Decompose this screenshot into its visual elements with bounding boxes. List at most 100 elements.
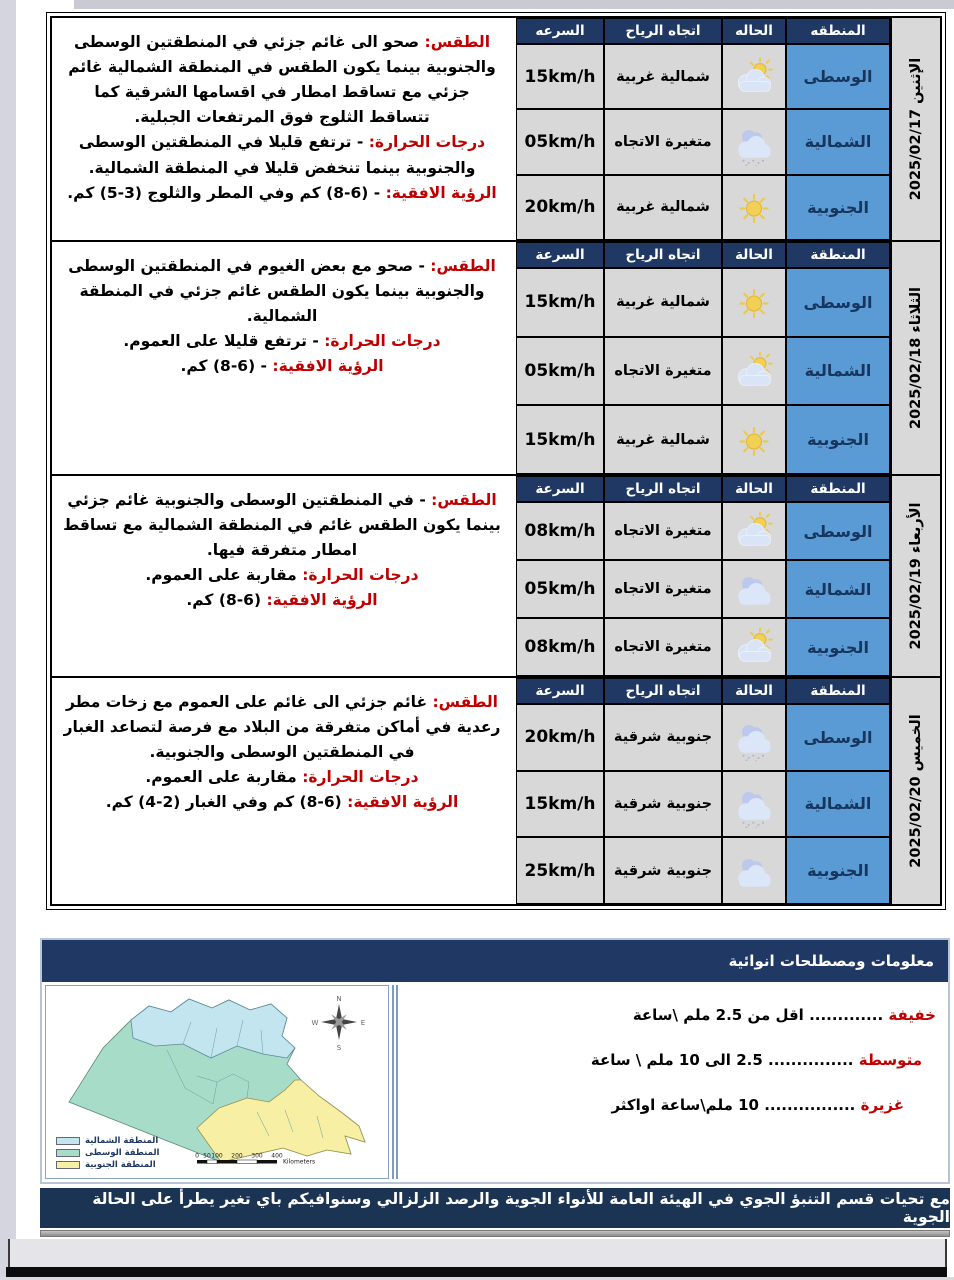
col-header-speed: السرعه: [516, 18, 604, 44]
condition-cell: [722, 770, 786, 838]
info-body: N W E S 0 50 100 200: [42, 982, 948, 1182]
svg-text:S: S: [337, 1044, 342, 1052]
term-row-light-rain: خفيفة ............. اقل من 2.5 ملم \ساعة: [410, 1006, 936, 1024]
temperature-paragraph: درجات الحرارة: مقاربة على العموم.: [62, 563, 502, 588]
legend-item: المنطقة الوسطى: [56, 1148, 159, 1158]
region-cell: الشمالية: [786, 336, 890, 406]
scan-black-edge: [6, 1267, 947, 1277]
light-rain-icon: [727, 713, 781, 761]
speed-cell: 08km/h: [516, 502, 604, 560]
col-header-wind: اتجاه الرياح: [604, 476, 722, 502]
col-header-condition: الحالة: [722, 242, 786, 268]
day-date-text: الخميس 2025/02/20: [908, 714, 924, 868]
central-region-swatch: [56, 1149, 80, 1157]
wind-cell: متغيرة الاتجاه: [604, 109, 722, 175]
visibility-paragraph: الرؤية الافقية: (6-8) كم.: [62, 588, 502, 613]
partly-cloudy-icon: [737, 627, 773, 663]
sunny-icon: [739, 289, 769, 319]
weather-text: - صحو مع بعض الغيوم في المنطقتين الوسطى …: [68, 257, 485, 326]
compass-icon: N W E S: [312, 995, 366, 1052]
legend-item: المنطقة الشمالية: [56, 1136, 159, 1146]
term-name: خفيفة: [888, 1006, 936, 1024]
cloudy-icon: [738, 858, 771, 887]
col-header-region: المنطقة: [786, 476, 890, 502]
speed-cell: 15km/h: [516, 44, 604, 110]
legend-item: المنطقة الجنوبية: [56, 1160, 159, 1170]
day-date-text: الإثنين 2025/02/17: [908, 57, 924, 201]
visibility-label: الرؤية الافقية:: [385, 183, 497, 202]
svg-text:100: 100: [211, 1153, 223, 1160]
iraq-regions-map: N W E S 0 50 100 200: [45, 985, 389, 1179]
scan-bottom-light: [0, 1277, 954, 1280]
svg-text:300: 300: [251, 1153, 263, 1160]
condition-cell: [722, 109, 786, 175]
condition-cell: [722, 44, 786, 110]
day-section-monday: الإثنين 2025/02/17 المنطقه الحاله اتجاه …: [50, 16, 942, 242]
weather-label: الطقس:: [430, 257, 496, 275]
cloudy-icon: [738, 577, 771, 605]
visibility-text: (6-8) كم وفي الغبار (2-4) كم.: [105, 793, 342, 812]
col-header-speed: السرعة: [516, 242, 604, 268]
legend-label: المنطقة الوسطى: [85, 1148, 160, 1158]
speed-cell: 05km/h: [516, 560, 604, 618]
condition-cell: [722, 837, 786, 904]
condition-cell: [722, 405, 786, 474]
temperature-paragraph: درجات الحرارة: مقاربة على العموم.: [62, 765, 502, 790]
scale-bar: 0 50 100 200 300 400 Kilometers: [195, 1153, 315, 1166]
forecast-table: المنطقة الحالة اتجاه الرياح السرعة الوسط…: [516, 678, 890, 904]
speed-cell: 20km/h: [516, 174, 604, 240]
day-date-label: الخميس 2025/02/20: [890, 678, 940, 904]
wind-cell: شمالية غربية: [604, 174, 722, 240]
col-header-region: المنطقة: [786, 678, 890, 704]
day-date-label: الإثنين 2025/02/17: [890, 18, 940, 240]
scan-metal-strip: [40, 1230, 950, 1237]
rainfall-terms-panel: خفيفة ............. اقل من 2.5 ملم \ساعة…: [398, 982, 948, 1182]
weather-label: الطقس:: [432, 693, 498, 711]
speed-cell: 20km/h: [516, 704, 604, 771]
temperature-text: - ترتفع قليلا على العموم.: [123, 332, 319, 351]
scan-top-band: [74, 0, 954, 9]
light-rain-icon: [727, 118, 781, 166]
dotted-leader: ...............: [768, 1051, 854, 1069]
svg-text:400: 400: [271, 1153, 283, 1160]
panel-divider: [392, 985, 398, 1179]
wind-cell: جنوبية شرقية: [604, 837, 722, 904]
scan-left-band: [0, 0, 16, 1280]
col-header-wind: اتجاه الرياح: [604, 678, 722, 704]
day-section-tuesday: الثلاثاء 2025/02/18 المنطقة الحالة اتجاه…: [50, 240, 942, 476]
temperature-label: درجات الحرارة:: [324, 332, 441, 351]
region-cell: الجنوبية: [786, 405, 890, 474]
legend-label: المنطقة الجنوبية: [85, 1160, 156, 1170]
weather-paragraph: الطقس: - في المنطقتين الوسطى والجنوبية غ…: [62, 488, 502, 563]
col-header-wind: اتجاه الرياح: [604, 18, 722, 44]
forecast-description: الطقس: - في المنطقتين الوسطى والجنوبية غ…: [52, 476, 516, 676]
region-cell: الجنوبية: [786, 837, 890, 904]
condition-cell: [722, 704, 786, 771]
dotted-leader: .............: [809, 1006, 884, 1024]
visibility-label: الرؤية الافقية:: [347, 793, 459, 812]
south-region-swatch: [56, 1161, 80, 1169]
map-legend: المنطقة الشمالية المنطقة الوسطى المنطقة …: [56, 1134, 159, 1170]
forecast-description: الطقس: صحو الى غائم جزئي في المنطقتين ال…: [52, 18, 516, 240]
day-date-label: الثلاثاء 2025/02/18: [890, 242, 940, 474]
term-definition: 10 ملم\ساعة اواكثر: [611, 1096, 759, 1114]
svg-text:50: 50: [203, 1153, 211, 1160]
footer-note: مع تحيات قسم التنبؤ الجوي في الهيئة العا…: [40, 1188, 950, 1228]
visibility-label: الرؤية الافقية:: [266, 591, 378, 610]
partly-cloudy-icon: [737, 351, 773, 387]
svg-text:0: 0: [195, 1153, 199, 1160]
condition-cell: [722, 336, 786, 406]
col-header-condition: الحالة: [722, 476, 786, 502]
region-cell: الوسطى: [786, 502, 890, 560]
visibility-text: - (6-8) كم وفي المطر والثلوج (3-5) كم.: [67, 183, 381, 202]
term-definition: 2.5 الى 10 ملم \ ساعة: [590, 1051, 763, 1069]
forecast-table: المنطقة الحالة اتجاه الرياح السرعة الوسط…: [516, 242, 890, 474]
weather-text: غائم جزئي الى غائم على العموم مع زخات مط…: [63, 693, 501, 762]
region-cell: الشمالية: [786, 560, 890, 618]
weather-text: - في المنطقتين الوسطى والجنوبية غائم جزئ…: [63, 491, 501, 560]
condition-cell: [722, 268, 786, 337]
wind-cell: متغيرة الاتجاه: [604, 618, 722, 676]
visibility-label: الرؤية الافقية:: [272, 357, 384, 376]
day-date-label: الأربعاء 2025/02/19: [890, 476, 940, 676]
